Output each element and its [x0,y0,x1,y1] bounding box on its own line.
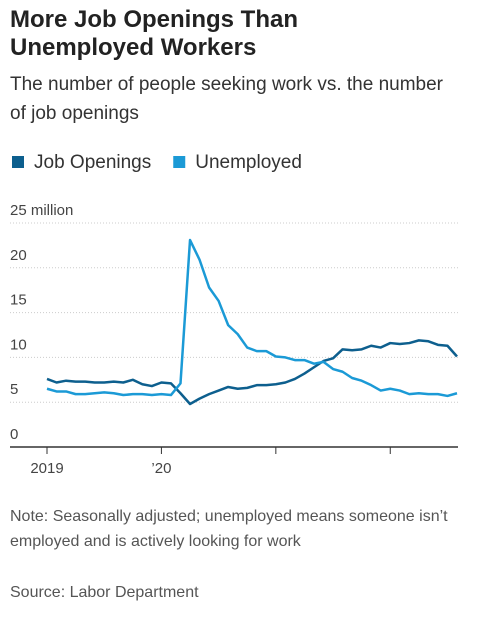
y-tick-label: 20 [10,247,27,264]
y-tick-label: 5 [10,381,18,398]
source: Source: Labor Department [10,584,199,601]
line-series [46,339,458,406]
legend-label: Job Openings [34,152,151,173]
chart-title: More Job Openings Than Unemployed Worker… [10,6,299,61]
y-tick-label: 0 [10,426,18,443]
x-tick-label: 2019 [30,460,63,477]
legend-swatch [12,156,24,168]
y-tick-label: 10 [10,336,27,353]
x-tick-label: ’20 [151,460,171,477]
line-series [46,238,458,398]
legend-swatch [173,156,186,168]
y-tick-label: 25 million [10,202,73,219]
y-tick-label: 15 [10,292,27,309]
legend-label: Unemployed [195,152,302,173]
note: Note: Seasonally adjusted; unemployed me… [10,508,448,550]
chart-subtitle: The number of people seeking work vs. th… [10,74,444,124]
